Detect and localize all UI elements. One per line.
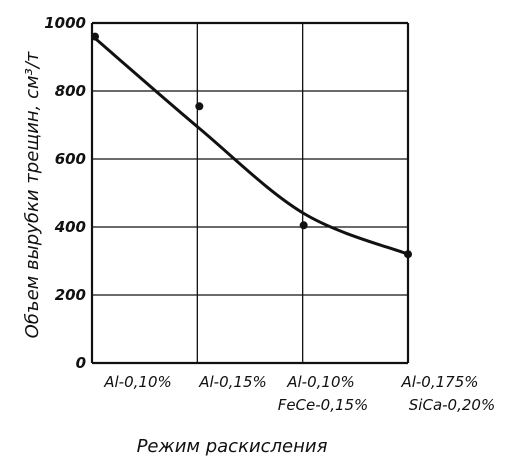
series-line: [94, 37, 409, 256]
x-tick-label-2-line2: FeCe-0,15%: [278, 396, 369, 414]
plot-area: [91, 32, 412, 259]
x-tick-label-0: Al-0,10%: [103, 373, 172, 391]
y-tick-label-1: 200: [55, 286, 86, 304]
x-tick-label-3: Al-0,175%: [400, 373, 478, 391]
data-point-0: [91, 32, 99, 41]
data-point-1: [195, 102, 204, 111]
x-tick-label-2: Al-0,10%: [286, 373, 355, 391]
x-tick-label-1: Al-0,15%: [198, 373, 267, 391]
data-point-3: [404, 250, 412, 259]
y-tick-label-5: 1000: [44, 14, 86, 32]
x-axis-label: Режим раскисления: [137, 436, 328, 457]
y-tick-label-0: 0: [76, 354, 86, 372]
y-tick-labels: 0 200 400 600 800 1000: [44, 14, 86, 372]
y-tick-label-4: 800: [55, 82, 86, 100]
y-axis-label: Объем вырубки трещин, см³/т: [22, 51, 43, 338]
x-tick-label-3-line2: SiCa-0,20%: [409, 396, 495, 414]
y-tick-label-3: 600: [55, 150, 86, 168]
grid: [90, 21, 410, 365]
x-tick-labels: Al-0,10% Al-0,15% Al-0,10% FeCe-0,15% Al-0,1…: [103, 373, 495, 414]
data-point-2: [299, 221, 308, 230]
y-tick-label-2: 400: [54, 218, 86, 236]
